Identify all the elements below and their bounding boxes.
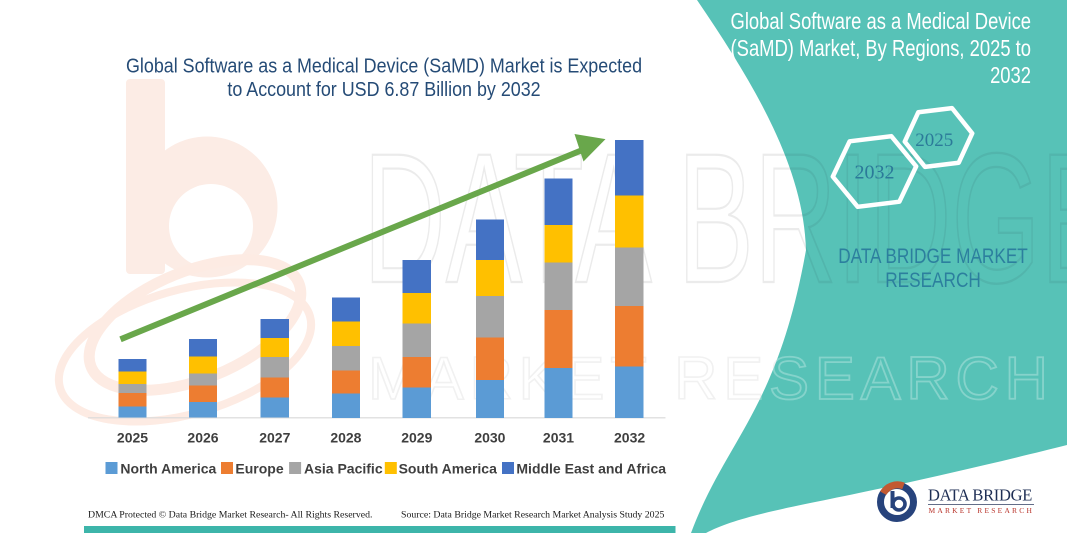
svg-text:MARKET RESEARCH: MARKET RESEARCH — [368, 345, 1048, 412]
svg-text:2032: 2032 — [614, 430, 645, 446]
svg-text:DATA BRIDGE MARKET: DATA BRIDGE MARKET — [838, 246, 1028, 269]
svg-text:MARKET RESEARCH: MARKET RESEARCH — [929, 506, 1035, 515]
svg-text:2025: 2025 — [915, 130, 953, 151]
svg-text:2032: 2032 — [990, 63, 1031, 88]
svg-text:Middle East and Africa: Middle East and Africa — [516, 461, 666, 477]
svg-text:North America: North America — [120, 461, 216, 477]
svg-text:2027: 2027 — [259, 430, 290, 446]
svg-text:2029: 2029 — [401, 430, 432, 446]
svg-text:2030: 2030 — [474, 430, 505, 446]
svg-text:2025: 2025 — [117, 430, 148, 446]
svg-text:Global Software as a Medical D: Global Software as a Medical Device (SaM… — [126, 56, 642, 78]
svg-text:DMCA Protected © Data Bridge M: DMCA Protected © Data Bridge Market Rese… — [88, 510, 372, 521]
svg-text:RESEARCH: RESEARCH — [885, 270, 981, 293]
svg-text:2032: 2032 — [855, 162, 895, 184]
svg-text:2031: 2031 — [543, 430, 574, 446]
svg-text:2026: 2026 — [187, 430, 218, 446]
svg-text:Asia Pacific: Asia Pacific — [304, 461, 383, 477]
svg-text:(SaMD) Market, By Regions, 202: (SaMD) Market, By Regions, 2025 to — [731, 36, 1031, 61]
svg-text:DATA BRIDGE: DATA BRIDGE — [928, 486, 1032, 505]
svg-text:South America: South America — [399, 461, 497, 477]
svg-text:Europe: Europe — [235, 461, 283, 477]
svg-text:to Account for USD 6.87 Billio: to Account for USD 6.87 Billion by 2032 — [227, 79, 540, 101]
svg-text:Source: Data Bridge Market Res: Source: Data Bridge Market Research Mark… — [401, 510, 664, 521]
svg-text:2028: 2028 — [330, 430, 361, 446]
svg-text:Global Software as a Medical D: Global Software as a Medical Device — [731, 9, 1031, 34]
